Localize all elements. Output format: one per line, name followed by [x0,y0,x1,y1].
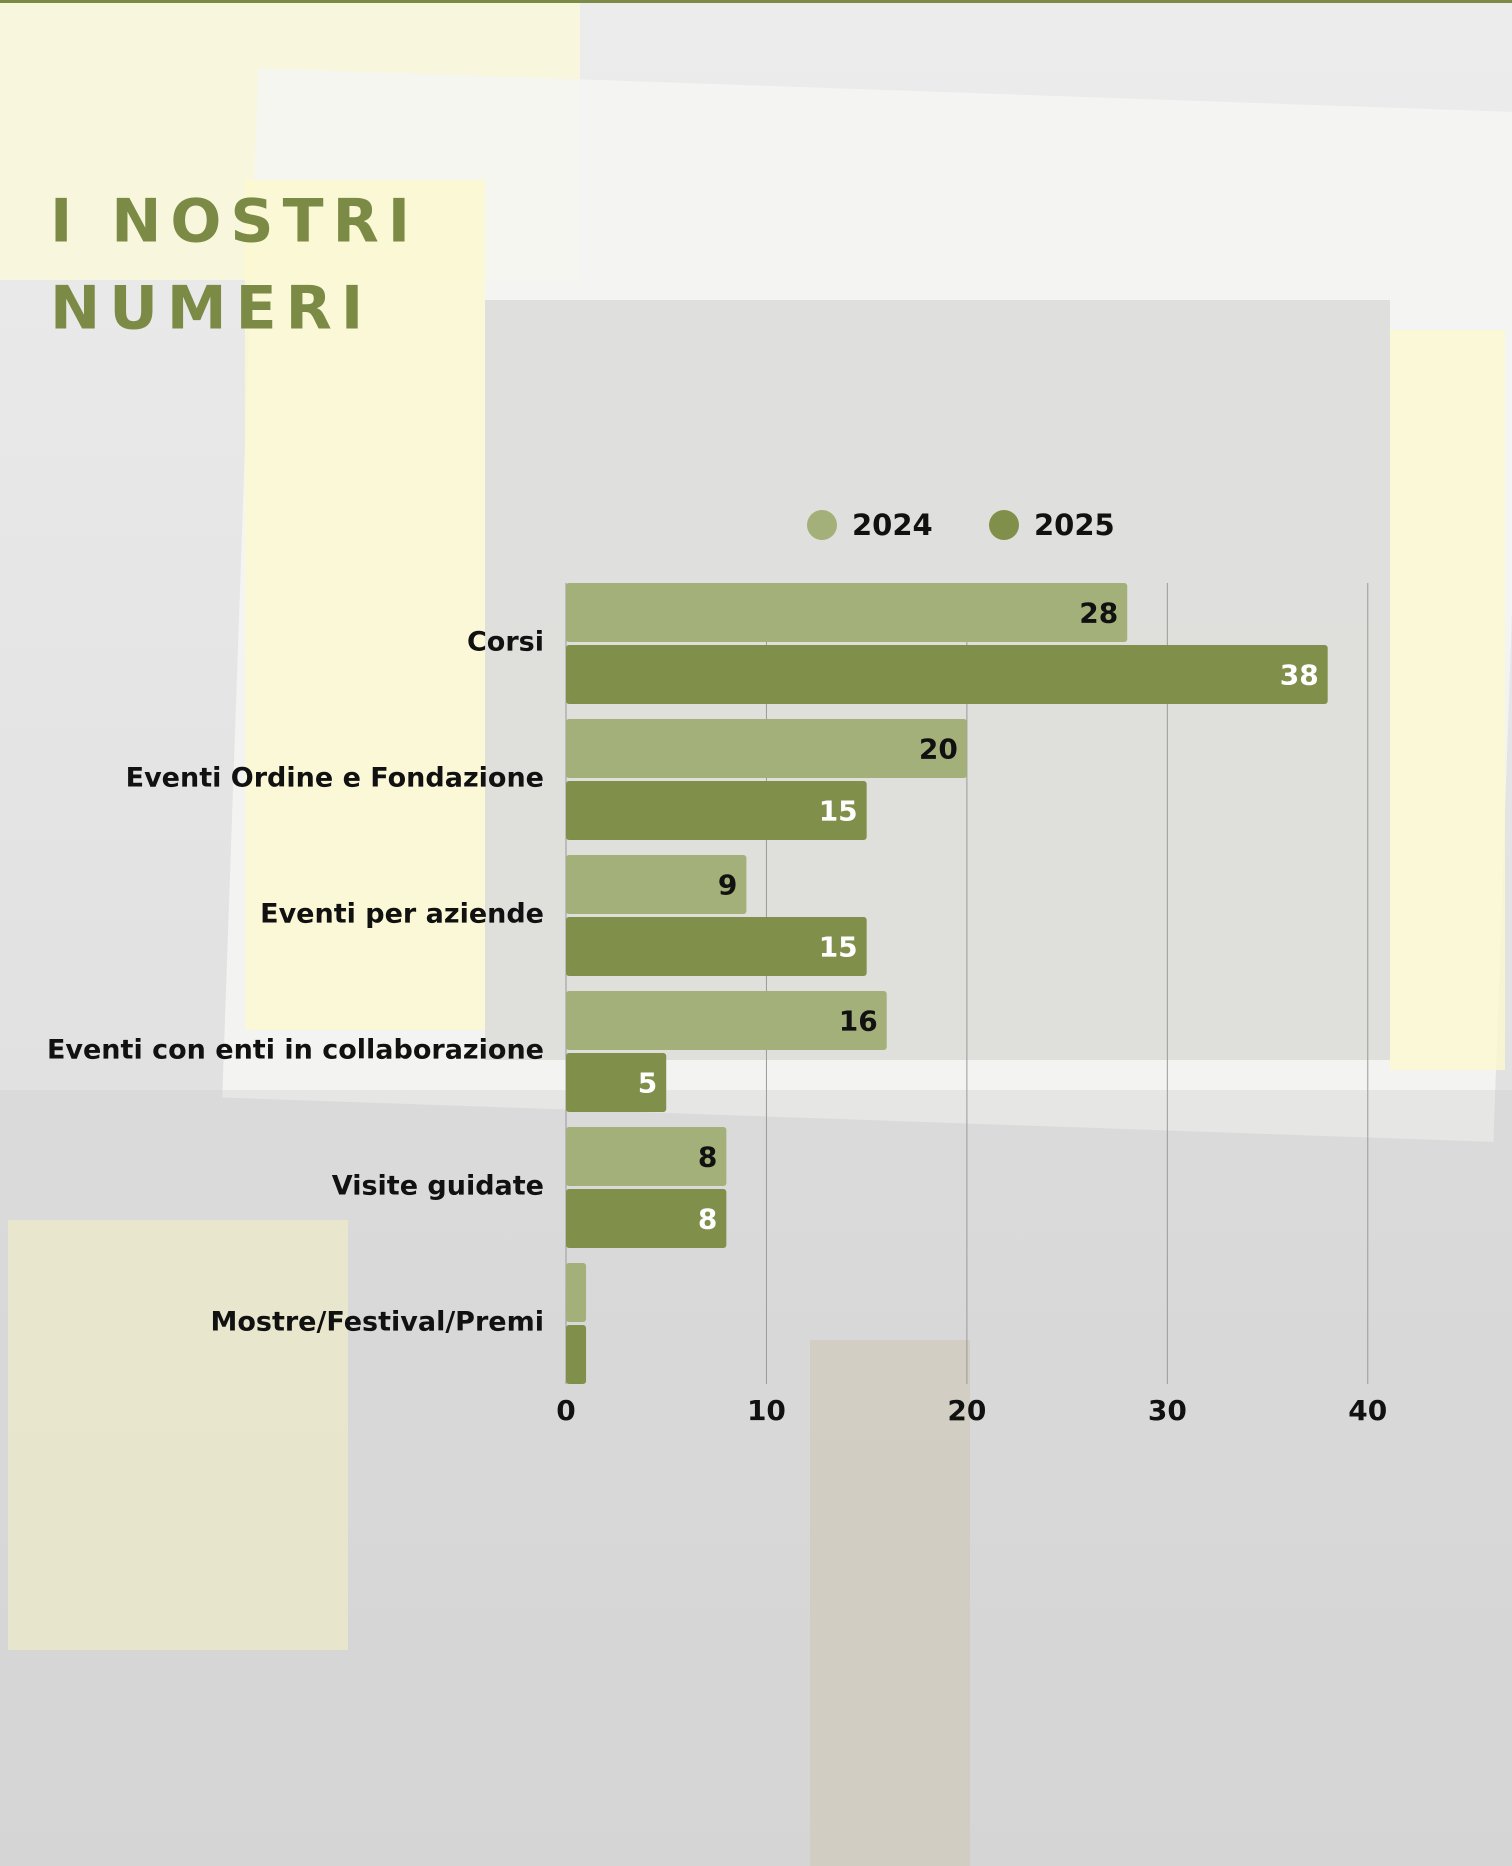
y-tick-label: Corsi [467,627,544,658]
page: {"chart_data": {"type": "bar", "orientat… [0,0,1512,1866]
y-tick-label: Eventi con enti in collaborazione [47,1035,544,1066]
chart-title: I NOSTRI [50,187,419,257]
value-label: 9 [718,869,737,902]
value-label: 15 [819,931,858,964]
y-tick-label: Mostre/Festival/Premi [210,1307,544,1338]
bar [566,583,1127,642]
y-tick-label: Visite guidate [332,1171,544,1202]
value-label: 28 [1079,597,1118,630]
value-label: 20 [919,733,958,766]
legend-label: 2025 [1034,508,1115,542]
x-tick-label: 40 [1348,1394,1387,1427]
legend-label: 2024 [852,508,933,542]
legend-marker [989,510,1019,540]
y-tick-label: Eventi per aziende [260,899,544,930]
chart: I NOSTRI NUMERI 0 10 20 30 40 2024 2025 Corsi 28… [0,0,1512,1866]
x-tick-label: 30 [1148,1394,1187,1427]
legend-marker [807,510,837,540]
value-label: 16 [839,1005,878,1038]
bar [566,1263,586,1322]
value-label: 8 [698,1141,717,1174]
value-label: 8 [698,1203,717,1236]
x-tick-label: 20 [947,1394,986,1427]
value-label: 15 [819,795,858,828]
bar [566,645,1328,704]
x-tick-label: 0 [556,1394,575,1427]
chart-title: NUMERI [50,274,372,344]
value-label: 5 [638,1067,657,1100]
x-tick-label: 10 [747,1394,786,1427]
bar [566,1325,586,1384]
bar [566,719,967,778]
value-label: 38 [1280,659,1319,692]
y-tick-label: Eventi Ordine e Fondazione [126,763,544,794]
